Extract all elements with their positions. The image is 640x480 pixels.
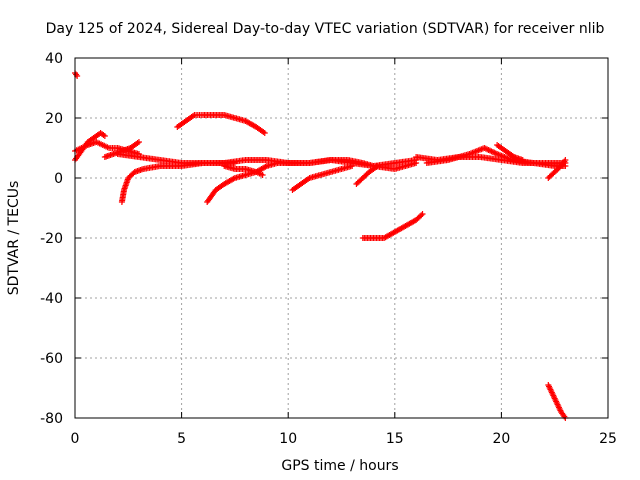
- grid-layer: [75, 58, 608, 418]
- data-point: [562, 157, 569, 163]
- y-tick-label: 40: [45, 51, 63, 67]
- series-arc-18: [545, 382, 569, 421]
- y-tick-label: -60: [40, 351, 63, 367]
- x-tick-label: 0: [71, 431, 80, 447]
- series-arc-17: [545, 157, 569, 181]
- data-point: [418, 212, 425, 219]
- y-tick-label: -80: [40, 411, 63, 427]
- x-tick-label: 20: [492, 431, 510, 447]
- data-point: [261, 130, 268, 136]
- data-point: [419, 211, 426, 217]
- series-arc-12: [353, 163, 381, 187]
- data-point: [413, 160, 420, 166]
- data-points-layer: [72, 70, 569, 421]
- series-arc-09: [221, 163, 266, 178]
- series-arc-13: [359, 211, 426, 241]
- series-arc-01: [72, 70, 81, 79]
- x-tick-label: 15: [386, 431, 404, 447]
- series-arc-16: [494, 142, 526, 163]
- y-axis-title: SDTVAR / TECUs: [6, 181, 22, 296]
- y-tick-label: 20: [45, 111, 63, 127]
- data-point: [262, 163, 269, 170]
- y-tick-label: 0: [54, 171, 63, 187]
- chart-title: Day 125 of 2024, Sidereal Day-to-day VTE…: [46, 21, 605, 37]
- x-axis-title: GPS time / hours: [281, 458, 398, 474]
- series-arc-11: [285, 157, 420, 172]
- x-tick-label: 25: [599, 431, 617, 447]
- series-arc-10: [289, 163, 356, 193]
- x-tick-label: 5: [177, 431, 186, 447]
- data-point: [374, 163, 381, 169]
- series-arc-05: [118, 160, 238, 205]
- series-arc-07: [174, 112, 268, 136]
- data-point: [519, 157, 526, 163]
- y-tick-label: -20: [40, 231, 63, 247]
- series-arc-08: [204, 160, 292, 205]
- data-point: [230, 175, 237, 182]
- data-point: [259, 172, 266, 178]
- x-tick-label: 10: [279, 431, 297, 447]
- data-point: [135, 139, 142, 145]
- data-point: [101, 133, 108, 139]
- y-tick-label: -40: [40, 291, 63, 307]
- data-point: [349, 163, 356, 169]
- ticks-layer: 0 5 10 15 20 25 -80 -60 -40 -20 0 20 40: [40, 51, 617, 447]
